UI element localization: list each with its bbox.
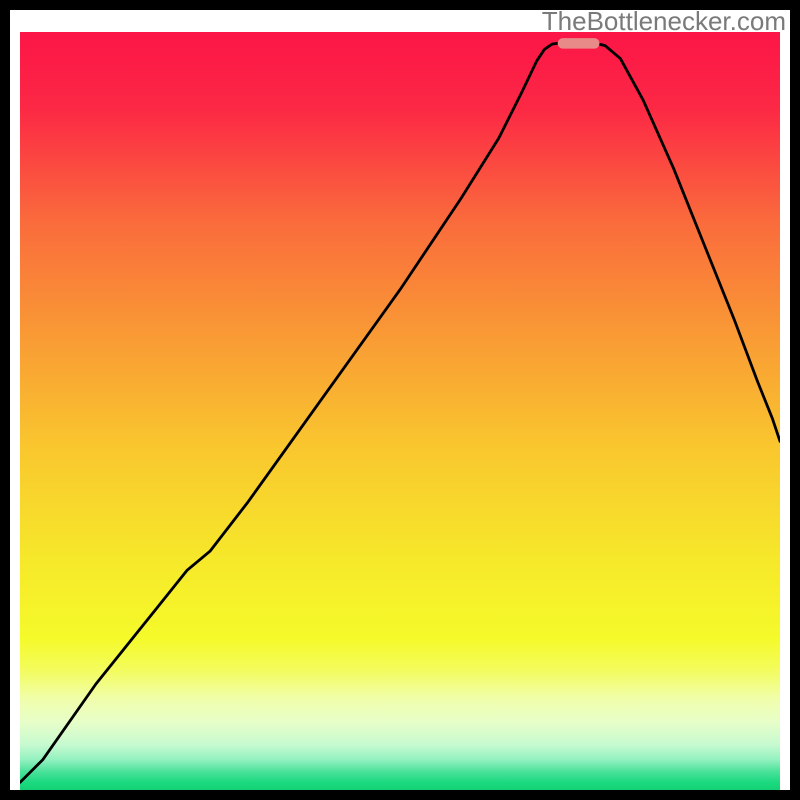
optimal-marker xyxy=(558,38,600,49)
gradient-background xyxy=(20,32,780,790)
bottleneck-chart xyxy=(20,32,780,790)
watermark-text: TheBottlenecker.com xyxy=(542,6,786,37)
chart-svg xyxy=(20,32,780,790)
